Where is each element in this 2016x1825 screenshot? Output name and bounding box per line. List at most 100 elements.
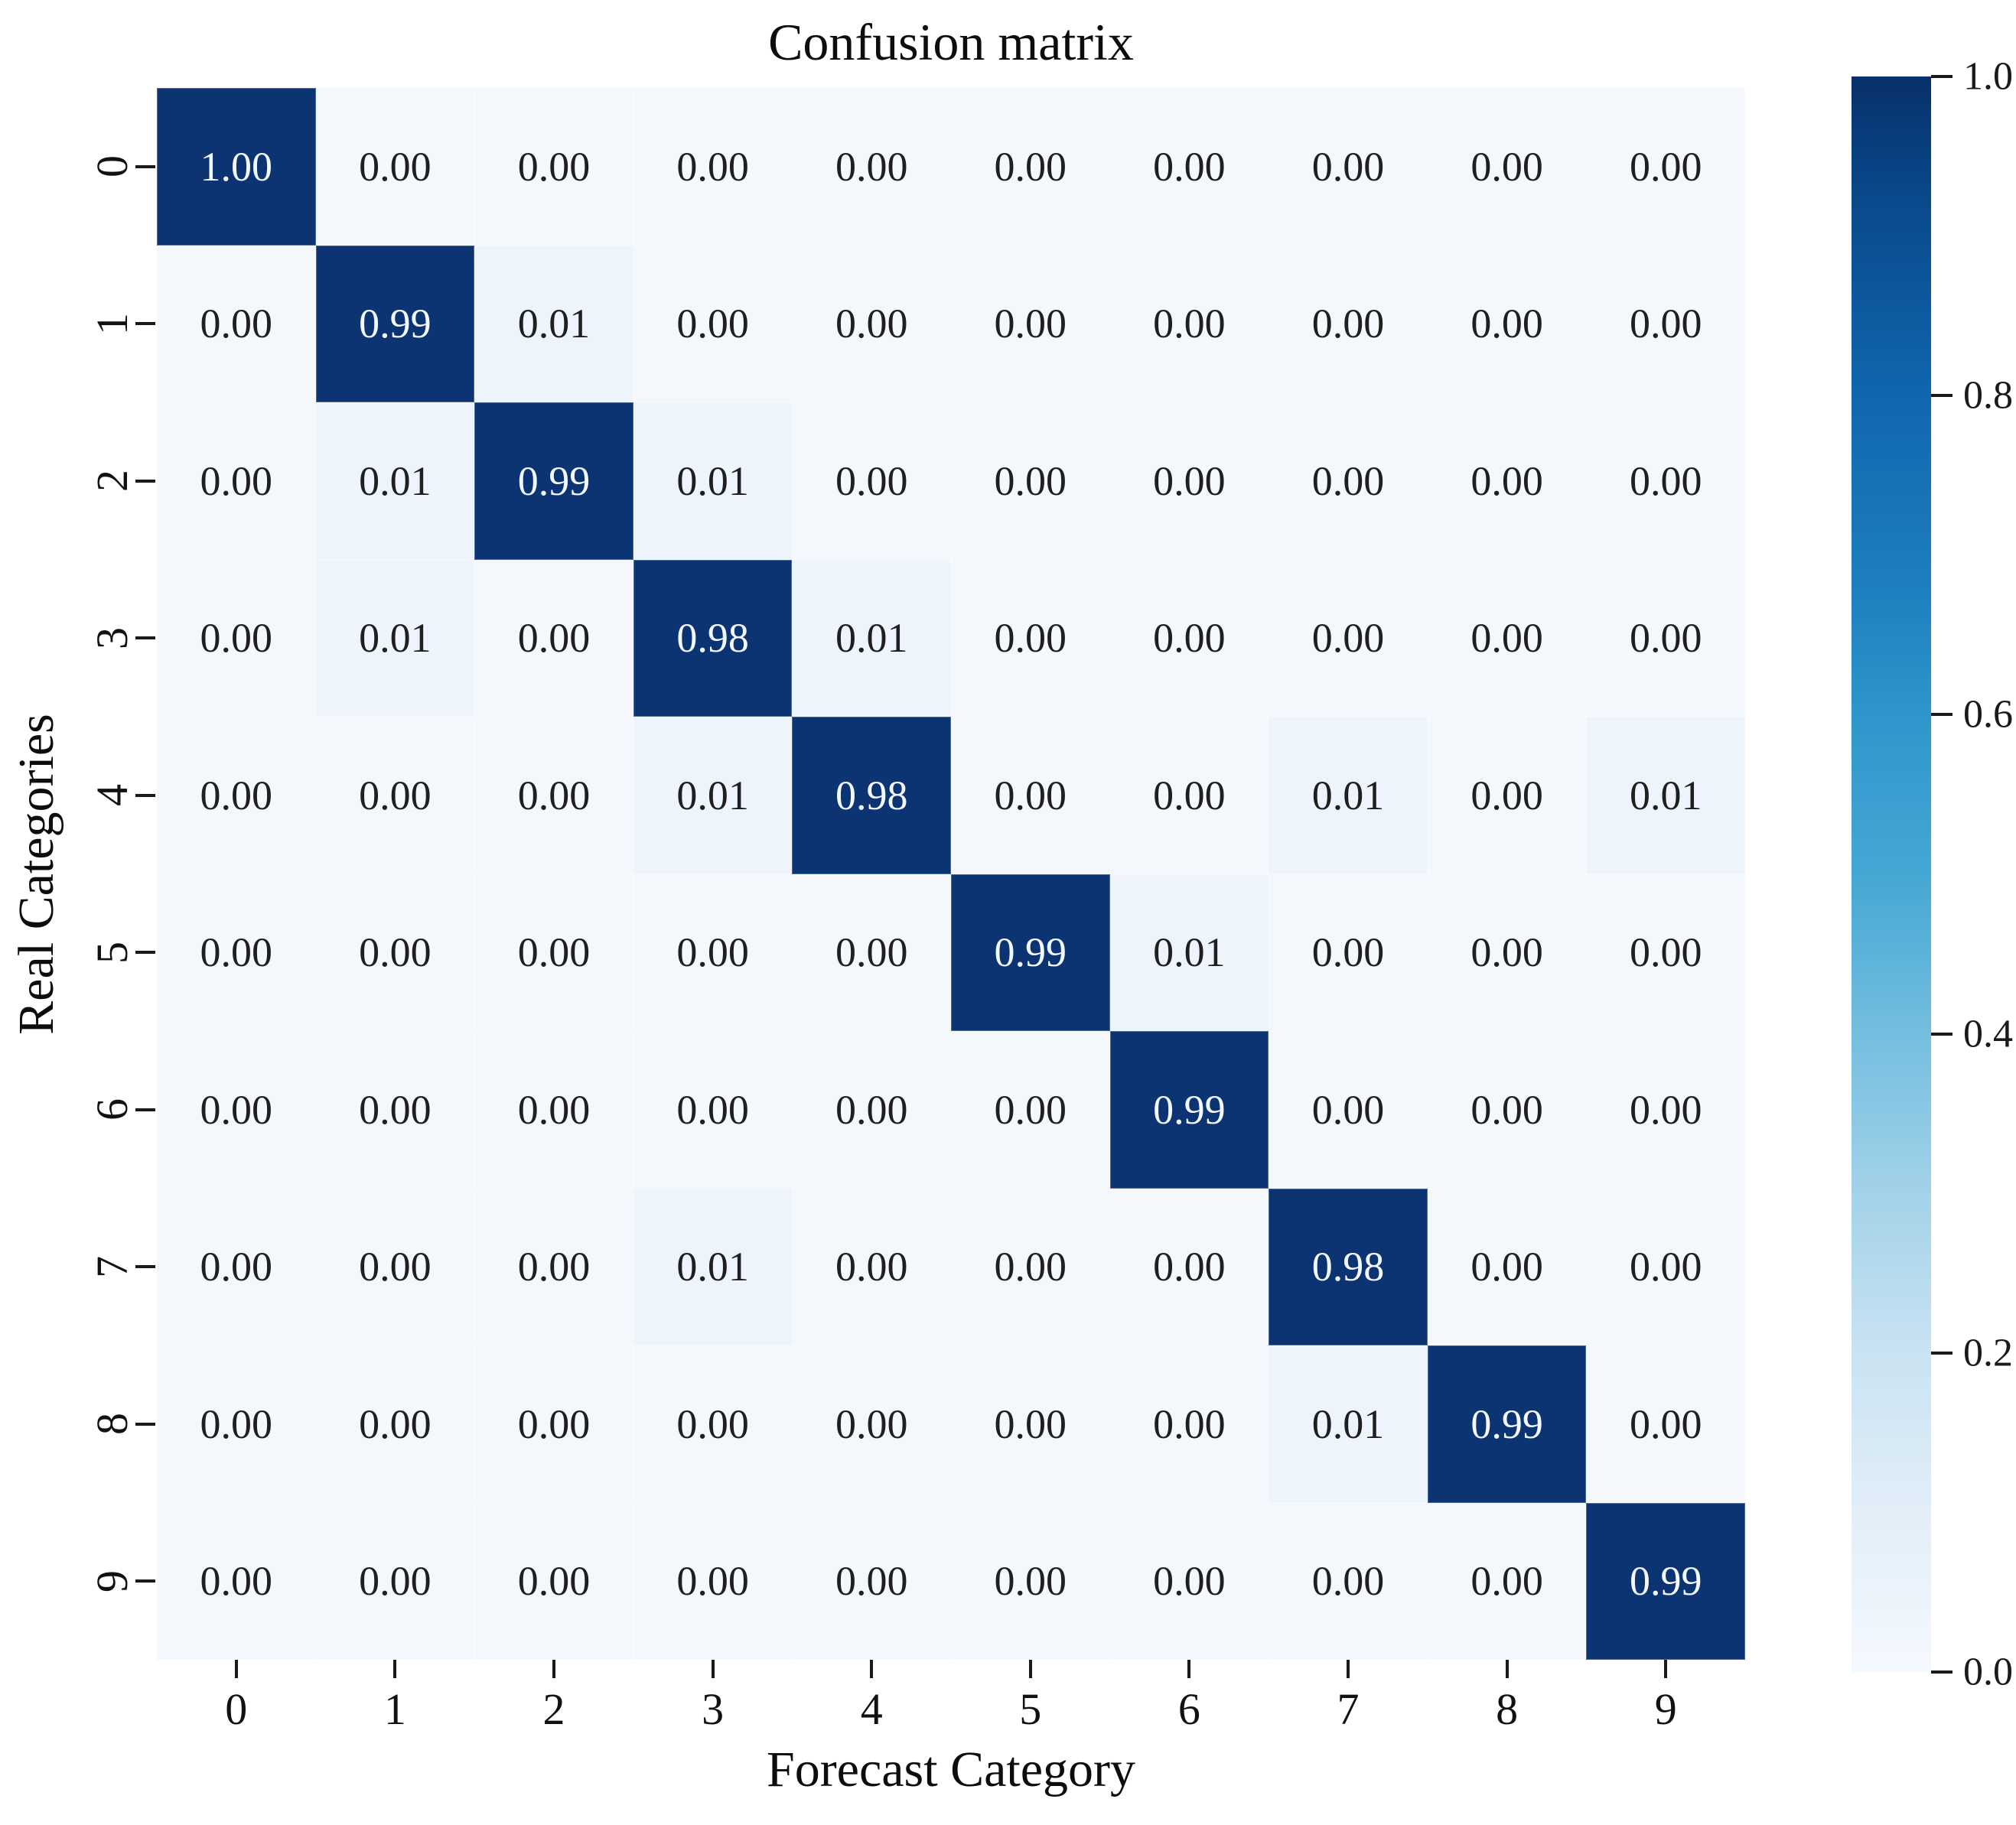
y-tick-4: 4	[87, 717, 157, 874]
cell-r6-c6: 0.99	[1109, 1031, 1269, 1189]
y-axis-label: Real Categories	[5, 88, 69, 1660]
cell-r3-c0: 0.00	[157, 559, 316, 717]
y-tick-mark	[135, 1265, 155, 1269]
colorbar-tick-mark	[1931, 1670, 1952, 1674]
y-tick-label: 8	[87, 1413, 137, 1436]
cell-r6-c3: 0.00	[633, 1031, 793, 1189]
cell-r0-c3: 0.00	[633, 88, 793, 246]
cell-r2-c3: 0.01	[633, 402, 793, 560]
colorbar-tick-mark	[1931, 713, 1952, 717]
cell-r7-c0: 0.00	[157, 1188, 316, 1345]
colorbar-tick-mark	[1931, 75, 1952, 78]
cell-r1-c9: 0.00	[1586, 245, 1745, 402]
y-tick-8: 8	[87, 1345, 157, 1503]
colorbar-tick-label: 0.6	[1963, 692, 2013, 737]
cell-r4-c1: 0.00	[315, 717, 475, 874]
x-tick-label: 5	[1019, 1684, 1042, 1734]
colorbar-tick-label: 0.0	[1963, 1650, 2013, 1694]
cell-r8-c5: 0.00	[951, 1345, 1110, 1503]
y-tick-mark	[135, 951, 155, 955]
cell-r3-c3: 0.98	[633, 559, 793, 717]
cell-r2-c5: 0.00	[951, 402, 1110, 560]
cell-r0-c7: 0.00	[1269, 88, 1428, 246]
cell-r8-c4: 0.00	[792, 1345, 951, 1503]
cell-r0-c0: 1.00	[157, 88, 316, 246]
chart-title: Confusion matrix	[768, 13, 1134, 71]
x-tick-3: 3	[633, 1660, 793, 1732]
y-tick-label: 7	[87, 1255, 137, 1278]
x-tick-label: 8	[1496, 1684, 1519, 1734]
cell-r5-c0: 0.00	[157, 873, 316, 1031]
y-axis-ticks: 0 1 2 3 4 5 6 7 8 9	[87, 88, 157, 1660]
cell-r1-c0: 0.00	[157, 245, 316, 402]
cell-r0-c5: 0.00	[951, 88, 1110, 246]
x-axis-label: Forecast Category	[766, 1742, 1135, 1797]
y-tick-mark	[135, 636, 155, 640]
cell-r5-c1: 0.00	[315, 873, 475, 1031]
cell-r1-c6: 0.00	[1109, 245, 1269, 402]
cell-r6-c9: 0.00	[1586, 1031, 1745, 1189]
cell-r8-c7: 0.01	[1269, 1345, 1428, 1503]
cell-r7-c2: 0.00	[474, 1188, 633, 1345]
x-tick-mark	[552, 1660, 555, 1678]
cell-r3-c5: 0.00	[951, 559, 1110, 717]
cell-r8-c0: 0.00	[157, 1345, 316, 1503]
cell-r9-c5: 0.00	[951, 1502, 1110, 1660]
cell-r5-c3: 0.00	[633, 873, 793, 1031]
cell-r4-c3: 0.01	[633, 717, 793, 874]
cell-r3-c1: 0.01	[315, 559, 475, 717]
y-axis-label-text: Real Categories	[8, 713, 64, 1035]
x-tick-label: 0	[225, 1684, 248, 1734]
x-tick-mark	[1187, 1660, 1191, 1678]
y-tick-mark	[135, 793, 155, 797]
cell-r0-c8: 0.00	[1427, 88, 1587, 246]
cell-r5-c4: 0.00	[792, 873, 951, 1031]
cell-r9-c3: 0.00	[633, 1502, 793, 1660]
cell-r7-c7: 0.98	[1269, 1188, 1428, 1345]
cell-r4-c8: 0.00	[1427, 717, 1587, 874]
cell-r9-c2: 0.00	[474, 1502, 633, 1660]
x-tick-6: 6	[1110, 1660, 1269, 1732]
y-tick-5: 5	[87, 874, 157, 1032]
x-tick-mark	[870, 1660, 874, 1678]
cell-r4-c2: 0.00	[474, 717, 633, 874]
y-tick-label: 5	[87, 941, 137, 964]
x-tick-7: 7	[1269, 1660, 1428, 1732]
cell-r9-c1: 0.00	[315, 1502, 475, 1660]
cell-r9-c6: 0.00	[1109, 1502, 1269, 1660]
cell-r4-c9: 0.01	[1586, 717, 1745, 874]
x-tick-9: 9	[1586, 1660, 1745, 1732]
x-tick-label: 6	[1177, 1684, 1200, 1734]
colorbar-ticks: 1.0 0.8 0.6 0.4 0.2 0.0	[1852, 55, 2016, 1694]
cell-r2-c9: 0.00	[1586, 402, 1745, 560]
cell-r8-c3: 0.00	[633, 1345, 793, 1503]
cell-r6-c1: 0.00	[315, 1031, 475, 1189]
cell-r0-c4: 0.00	[792, 88, 951, 246]
cell-r8-c8: 0.99	[1427, 1345, 1587, 1503]
y-tick-label: 2	[87, 470, 137, 493]
cell-r7-c1: 0.00	[315, 1188, 475, 1345]
y-tick-6: 6	[87, 1031, 157, 1189]
y-tick-2: 2	[87, 402, 157, 560]
x-tick-label: 4	[860, 1684, 883, 1734]
y-tick-mark	[135, 1579, 155, 1583]
y-tick-mark	[135, 1422, 155, 1426]
cell-r3-c9: 0.00	[1586, 559, 1745, 717]
y-tick-mark	[135, 479, 155, 483]
colorbar-tick-mark	[1931, 394, 1952, 398]
colorbar-tick-label: 0.4	[1963, 1012, 2013, 1056]
cell-r3-c2: 0.00	[474, 559, 633, 717]
x-tick-1: 1	[316, 1660, 475, 1732]
cell-r9-c9: 0.99	[1586, 1502, 1745, 1660]
colorbar-tick-label: 1.0	[1963, 54, 2013, 99]
cell-r2-c7: 0.00	[1269, 402, 1428, 560]
cell-r4-c6: 0.00	[1109, 717, 1269, 874]
colorbar-tick-mark	[1931, 1032, 1952, 1036]
cell-r8-c6: 0.00	[1109, 1345, 1269, 1503]
cell-r4-c0: 0.00	[157, 717, 316, 874]
x-tick-label: 9	[1654, 1684, 1677, 1734]
cell-r4-c7: 0.01	[1269, 717, 1428, 874]
cell-r3-c4: 0.01	[792, 559, 951, 717]
x-tick-0: 0	[157, 1660, 316, 1732]
y-tick-label: 9	[87, 1570, 137, 1592]
